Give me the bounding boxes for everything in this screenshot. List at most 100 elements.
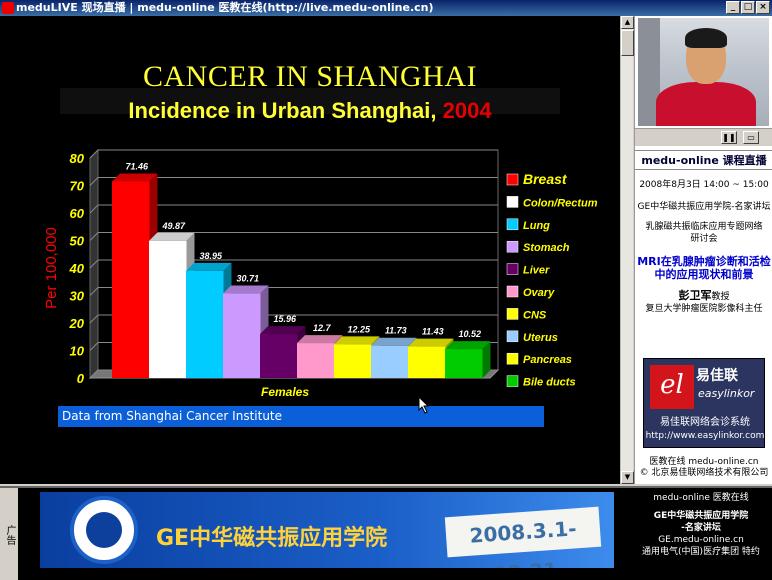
bar (297, 343, 335, 378)
speaker-line: 彭卫军教授 (637, 290, 771, 303)
bar-top (112, 173, 158, 182)
legend-swatch (506, 330, 519, 343)
minimize-button[interactable]: _ (726, 1, 740, 14)
data-label: 12.7 (313, 323, 332, 333)
y-tick-label: 80 (70, 151, 85, 166)
gridline-side (89, 369, 99, 379)
subtitle-year: 2004 (442, 98, 492, 123)
vertical-scrollbar[interactable]: ▲ ▼ (620, 16, 634, 484)
window-title: meduLIVE 现场直播 | medu-online 医教在线(http://… (16, 1, 434, 14)
y-tick-label: 50 (70, 234, 85, 249)
gridline-side (89, 342, 99, 351)
speaker-hospital: 复旦大学肿瘤医院影像科主任 (645, 304, 763, 314)
bottom-ad-area: 广告 GE中华磁共振应用学院 2008.3.1-12.31 medu-onlin… (0, 486, 772, 580)
bottom-right-site: medu-online 医教在线 (653, 493, 749, 503)
mouse-cursor-icon (418, 396, 430, 414)
legend-swatch (506, 375, 519, 387)
session-topic: MRI在乳腺肿瘤诊断和活检中的应用现状和前景 (637, 255, 771, 281)
legend-label: Liver (523, 265, 550, 277)
bar (186, 270, 224, 378)
live-header: medu-online 课程直播 (635, 150, 772, 170)
fullscreen-button[interactable]: ▭ (743, 131, 759, 144)
bar (445, 349, 483, 378)
gridline-side (89, 204, 99, 214)
bar-top (297, 335, 343, 344)
banner-title: GE中华磁共振应用学院 (156, 526, 388, 551)
legend-swatch (506, 240, 519, 253)
bar (223, 293, 261, 378)
ge-college-logo-icon (70, 496, 138, 564)
bar (112, 181, 150, 378)
close-button[interactable]: × (756, 1, 770, 14)
slide-footer: Data from Shanghai Cancer Institute (58, 406, 544, 427)
gridline-side (89, 314, 99, 324)
gridline-side (89, 232, 99, 241)
y-tick-label: 20 (69, 316, 85, 331)
bottom-right-sponsor: 通用电气(中国)医疗集团 特约 (642, 547, 760, 557)
data-label: 12.25 (347, 324, 371, 334)
legend-swatch (506, 352, 519, 365)
legend-label: Uterus (523, 332, 558, 344)
speaker-title: 教授 (711, 292, 730, 302)
bar (149, 240, 187, 378)
bar-top (334, 336, 380, 345)
bar-top (186, 262, 232, 271)
subtitle-text: Incidence in Urban Shanghai, (128, 98, 437, 123)
legend-label: Stomach (523, 242, 570, 254)
legend-label: CNS (523, 309, 547, 321)
bar (371, 345, 409, 378)
title-bar[interactable]: meduLIVE 现场直播 | medu-online 医教在线(http://… (0, 0, 772, 16)
video-background (638, 18, 660, 126)
easylinkor-logo[interactable]: el 易佳联 easylinkor 易佳联网络会诊系统 http://www.e… (643, 358, 765, 448)
data-label: 15.96 (273, 314, 297, 324)
credit-site: 医教在线 medu-online.cn (649, 457, 759, 467)
sidebar: ❚❚ ▭ medu-online 课程直播 2008年8月3日 14:00 ~ … (634, 16, 772, 484)
x-axis-label: Females (261, 385, 309, 399)
slide-subtitle: Incidence in Urban Shanghai, 2004 (0, 98, 620, 124)
forum-name: GE中华磁共振应用学院-名家讲坛 (637, 202, 771, 212)
data-label: 11.73 (385, 326, 407, 336)
ad-banner[interactable]: GE中华磁共振应用学院 2008.3.1-12.31 (40, 492, 614, 568)
el-logo-icon: el (650, 365, 694, 409)
video-controls: ❚❚ ▭ (635, 128, 772, 146)
video-speaker-body (656, 82, 756, 126)
gridline-side (89, 149, 99, 159)
data-label: 30.71 (236, 274, 259, 284)
data-label: 11.43 (422, 327, 444, 337)
gridline-side (89, 177, 99, 186)
speaker-video (638, 18, 769, 126)
bar-top (408, 338, 454, 347)
legend-swatch (506, 173, 519, 186)
data-label: 71.46 (125, 161, 149, 171)
pause-button[interactable]: ❚❚ (721, 131, 737, 144)
legend-swatch (506, 308, 519, 320)
scroll-thumb[interactable] (621, 30, 634, 56)
data-label: 10.52 (458, 329, 481, 339)
scroll-down-icon[interactable]: ▼ (621, 471, 634, 484)
bar (334, 344, 372, 378)
bottom-right-url[interactable]: GE.medu-online.cn (658, 535, 744, 545)
bottom-right-college: GE中华磁共振应用学院 (653, 511, 749, 521)
ad-label: 广告 (0, 488, 18, 580)
y-tick-label: 0 (77, 371, 85, 386)
app-icon (2, 2, 14, 14)
legend-label: Bile ducts (523, 377, 576, 389)
logo-english: easylinkor (698, 387, 755, 400)
legend-swatch (506, 263, 519, 275)
y-tick-label: 30 (70, 289, 85, 304)
y-tick-label: 10 (70, 344, 85, 359)
bar-chart: 0 10 20 30 40 50 60 70 80 Per 100,000 Females 71.46… (43, 148, 598, 399)
legend-label: Pancreas (523, 354, 572, 366)
legend-swatch (506, 218, 519, 231)
maximize-button[interactable]: □ (741, 1, 755, 14)
legend-swatch (506, 196, 519, 208)
speaker-name: 彭卫军 (678, 289, 712, 302)
bottom-right-info: medu-online 医教在线 GE中华磁共振应用学院 -名家讲坛 GE.me… (630, 492, 772, 558)
gridline-side (89, 287, 99, 296)
logo-system: 易佳联网络会诊系统 (660, 417, 750, 428)
legend-label: Ovary (523, 287, 555, 299)
logo-inner (86, 512, 122, 548)
scroll-up-icon[interactable]: ▲ (621, 16, 634, 29)
bar-top (371, 337, 417, 346)
